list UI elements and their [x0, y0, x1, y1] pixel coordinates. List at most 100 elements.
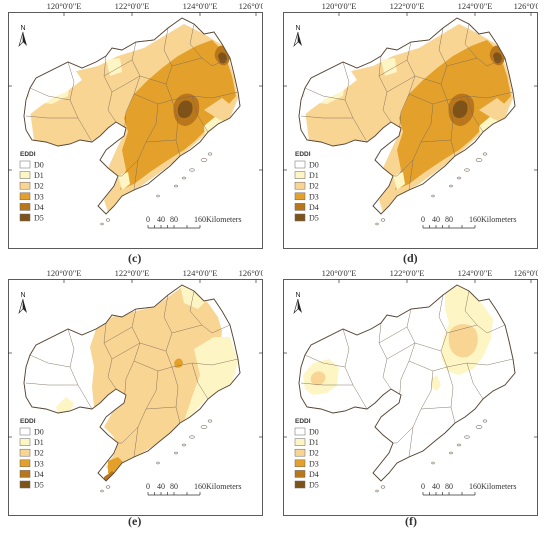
legend-label: D2: [34, 449, 44, 458]
scale-label: 160: [469, 482, 481, 491]
panel-caption-d: (d): [403, 251, 418, 265]
island: [200, 425, 208, 429]
island: [380, 218, 386, 222]
scale-label: 0: [421, 215, 425, 224]
longitude-label: 122°0'0"E: [115, 268, 150, 278]
legend-label: D0: [309, 428, 319, 437]
scale-bar: 0 40 80 160 Kilometers: [421, 482, 517, 496]
map-svg: 120°0'0"E122°0'0"E124°0'0"E126°0'0"E42°0…: [283, 1, 538, 249]
map-panel-e: 120°0'0"E122°0'0"E124°0'0"E126°0'0"E42°0…: [8, 267, 263, 517]
longitude-label: 124°0'0"E: [183, 268, 218, 278]
map-svg: 120°0'0"E122°0'0"E124°0'0"E126°0'0"E42°0…: [8, 268, 263, 516]
legend-label: D4: [309, 470, 319, 479]
island: [456, 176, 462, 180]
scale-label: 80: [170, 482, 178, 491]
legend-swatch: [19, 459, 31, 468]
svg-text:N: N: [295, 25, 300, 32]
legend-label: D0: [34, 428, 44, 437]
drought-zone-d1: [395, 465, 403, 473]
map-svg: 120°0'0"E122°0'0"E124°0'0"E126°0'0"E42°0…: [8, 1, 263, 249]
longitude-label: 126°0'0"E: [514, 268, 538, 278]
drought-zones: [303, 285, 493, 473]
drought-zone-d2: [310, 371, 326, 386]
scale-unit: Kilometers: [481, 215, 517, 224]
drought-zone-d1: [381, 58, 397, 76]
scale-label: 80: [445, 215, 453, 224]
legend-swatch: [294, 192, 306, 201]
longitude-label: 120°0'0"E: [47, 268, 82, 278]
longitude-label: 120°0'0"E: [322, 1, 357, 11]
legend-swatch: [294, 160, 306, 169]
island: [475, 158, 483, 162]
scale-bar: 0 40 80 160 Kilometers: [421, 215, 517, 229]
legend-label: D2: [309, 182, 319, 191]
scale-label: 0: [421, 482, 425, 491]
drought-zone-d1: [56, 397, 74, 413]
county-boundaries: [300, 23, 514, 191]
drought-zones: [56, 285, 238, 481]
legend-label: D4: [34, 470, 44, 479]
legend-swatch: [19, 171, 31, 179]
drought-zone-d2: [479, 98, 507, 120]
drought-zone-d1: [118, 172, 130, 190]
legend-swatch: [294, 213, 306, 222]
scale-label: 0: [146, 215, 150, 224]
panel-caption-c: (c): [128, 251, 142, 265]
island: [380, 485, 386, 489]
island: [173, 184, 179, 188]
island: [482, 419, 488, 423]
legend-label: D1: [309, 438, 319, 447]
longitude-label: 122°0'0"E: [115, 1, 150, 11]
drought-zone-d1: [184, 337, 238, 421]
drought-zone-d1: [106, 58, 122, 76]
drought-zones: [26, 24, 238, 214]
island: [189, 168, 195, 172]
legend-swatch: [294, 171, 306, 179]
svg-text:N: N: [295, 292, 300, 299]
legend-label: D3: [34, 192, 44, 201]
scale-label: 160: [469, 215, 481, 224]
island: [173, 451, 179, 455]
island: [448, 184, 454, 188]
map-frame: [283, 279, 538, 516]
legend-label: D3: [34, 459, 44, 468]
scale-bar: 0 40 80 160 Kilometers: [146, 482, 242, 496]
drought-zone-d0: [26, 68, 82, 116]
island: [207, 152, 213, 156]
drought-zone-d2: [90, 287, 222, 475]
scale-label: 160: [194, 482, 206, 491]
island: [100, 222, 104, 226]
scale-label: 0: [146, 482, 150, 491]
svg-text:N: N: [20, 25, 25, 32]
panel-caption-e: (e): [128, 514, 142, 528]
legend-label: D3: [309, 459, 319, 468]
map-frame: [8, 12, 263, 249]
north-arrow-icon: N: [293, 25, 302, 48]
island: [375, 489, 379, 493]
legend-swatch: [19, 427, 31, 436]
north-arrow-icon: N: [18, 292, 27, 315]
legend-label: D5: [34, 481, 44, 490]
longitude-label: 126°0'0"E: [239, 1, 263, 11]
north-arrow-icon: N: [18, 25, 27, 48]
scale-label: 40: [432, 215, 440, 224]
legend-swatch: [294, 448, 306, 457]
scale-label: 160: [194, 215, 206, 224]
map-panel-f: 120°0'0"E122°0'0"E124°0'0"E126°0'0"E42°0…: [283, 267, 538, 517]
longitude-label: 122°0'0"E: [390, 268, 425, 278]
legend-title: EDDI: [20, 151, 36, 158]
scale-label: 40: [157, 215, 165, 224]
legend-swatch: [19, 470, 31, 478]
drought-zone-d5: [452, 100, 468, 118]
map-svg: 120°0'0"E122°0'0"E124°0'0"E126°0'0"E42°0…: [283, 268, 538, 516]
island: [464, 435, 470, 439]
island: [448, 451, 454, 455]
longitude-label: 126°0'0"E: [514, 1, 538, 11]
scale-label: 80: [170, 215, 178, 224]
drought-zones: [301, 24, 513, 214]
legend-swatch: [19, 192, 31, 201]
legend-label: D4: [309, 203, 319, 212]
